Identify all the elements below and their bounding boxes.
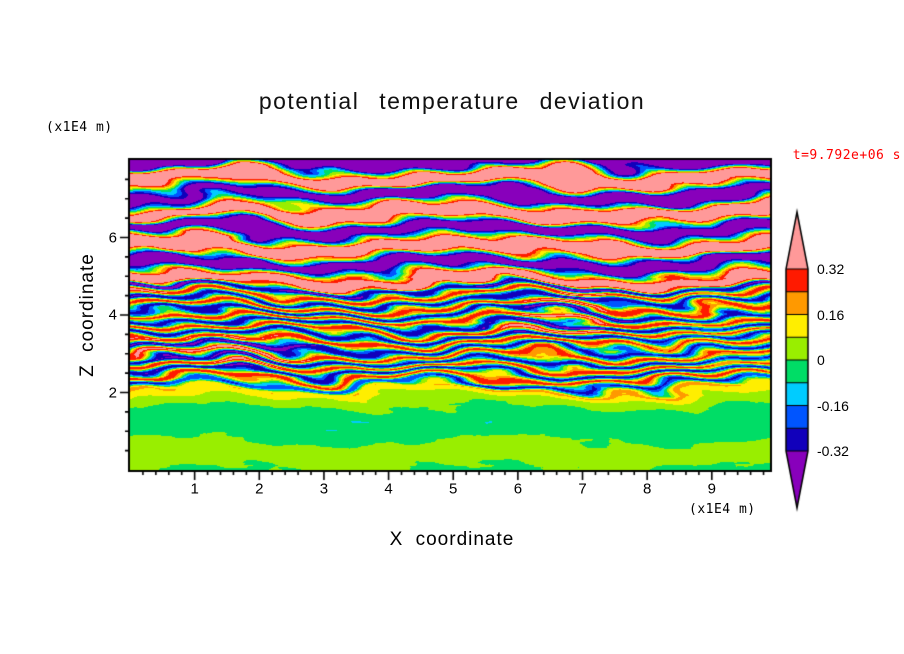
- x-tick-label: 1: [190, 480, 199, 498]
- colorbar-label: 0.16: [817, 306, 845, 323]
- time-annotation: t=9.792e+06 s: [792, 148, 901, 163]
- colorbar-label: -0.32: [817, 443, 849, 459]
- x-tick-label: 3: [319, 480, 329, 498]
- chart-title: potential temperature deviation: [258, 88, 646, 114]
- x-tick-label: 6: [513, 480, 523, 498]
- x-tick-label: 8: [642, 480, 652, 498]
- x-tick-label: 4: [384, 480, 393, 498]
- x-axis-title: X coordinate: [389, 529, 515, 550]
- colorbar-label: -0.16: [817, 397, 849, 414]
- x-tick-label: 7: [578, 480, 587, 498]
- z-tick-label: 6: [108, 229, 117, 246]
- colorbar-label: 0: [817, 352, 825, 368]
- x-tick-label: 2: [255, 480, 264, 498]
- x-tick-label: 9: [707, 480, 716, 498]
- x-tick-label: 5: [449, 480, 458, 498]
- z-tick-label: 4: [108, 306, 117, 324]
- z-tick-label: 2: [108, 384, 117, 401]
- z-axis-title: Z coordinate: [77, 253, 98, 377]
- z-axis-unit-label: (x1E4 m): [46, 120, 113, 135]
- x-axis-unit-label: (x1E4 m): [689, 502, 756, 517]
- colorbar-label: 0.32: [817, 261, 845, 277]
